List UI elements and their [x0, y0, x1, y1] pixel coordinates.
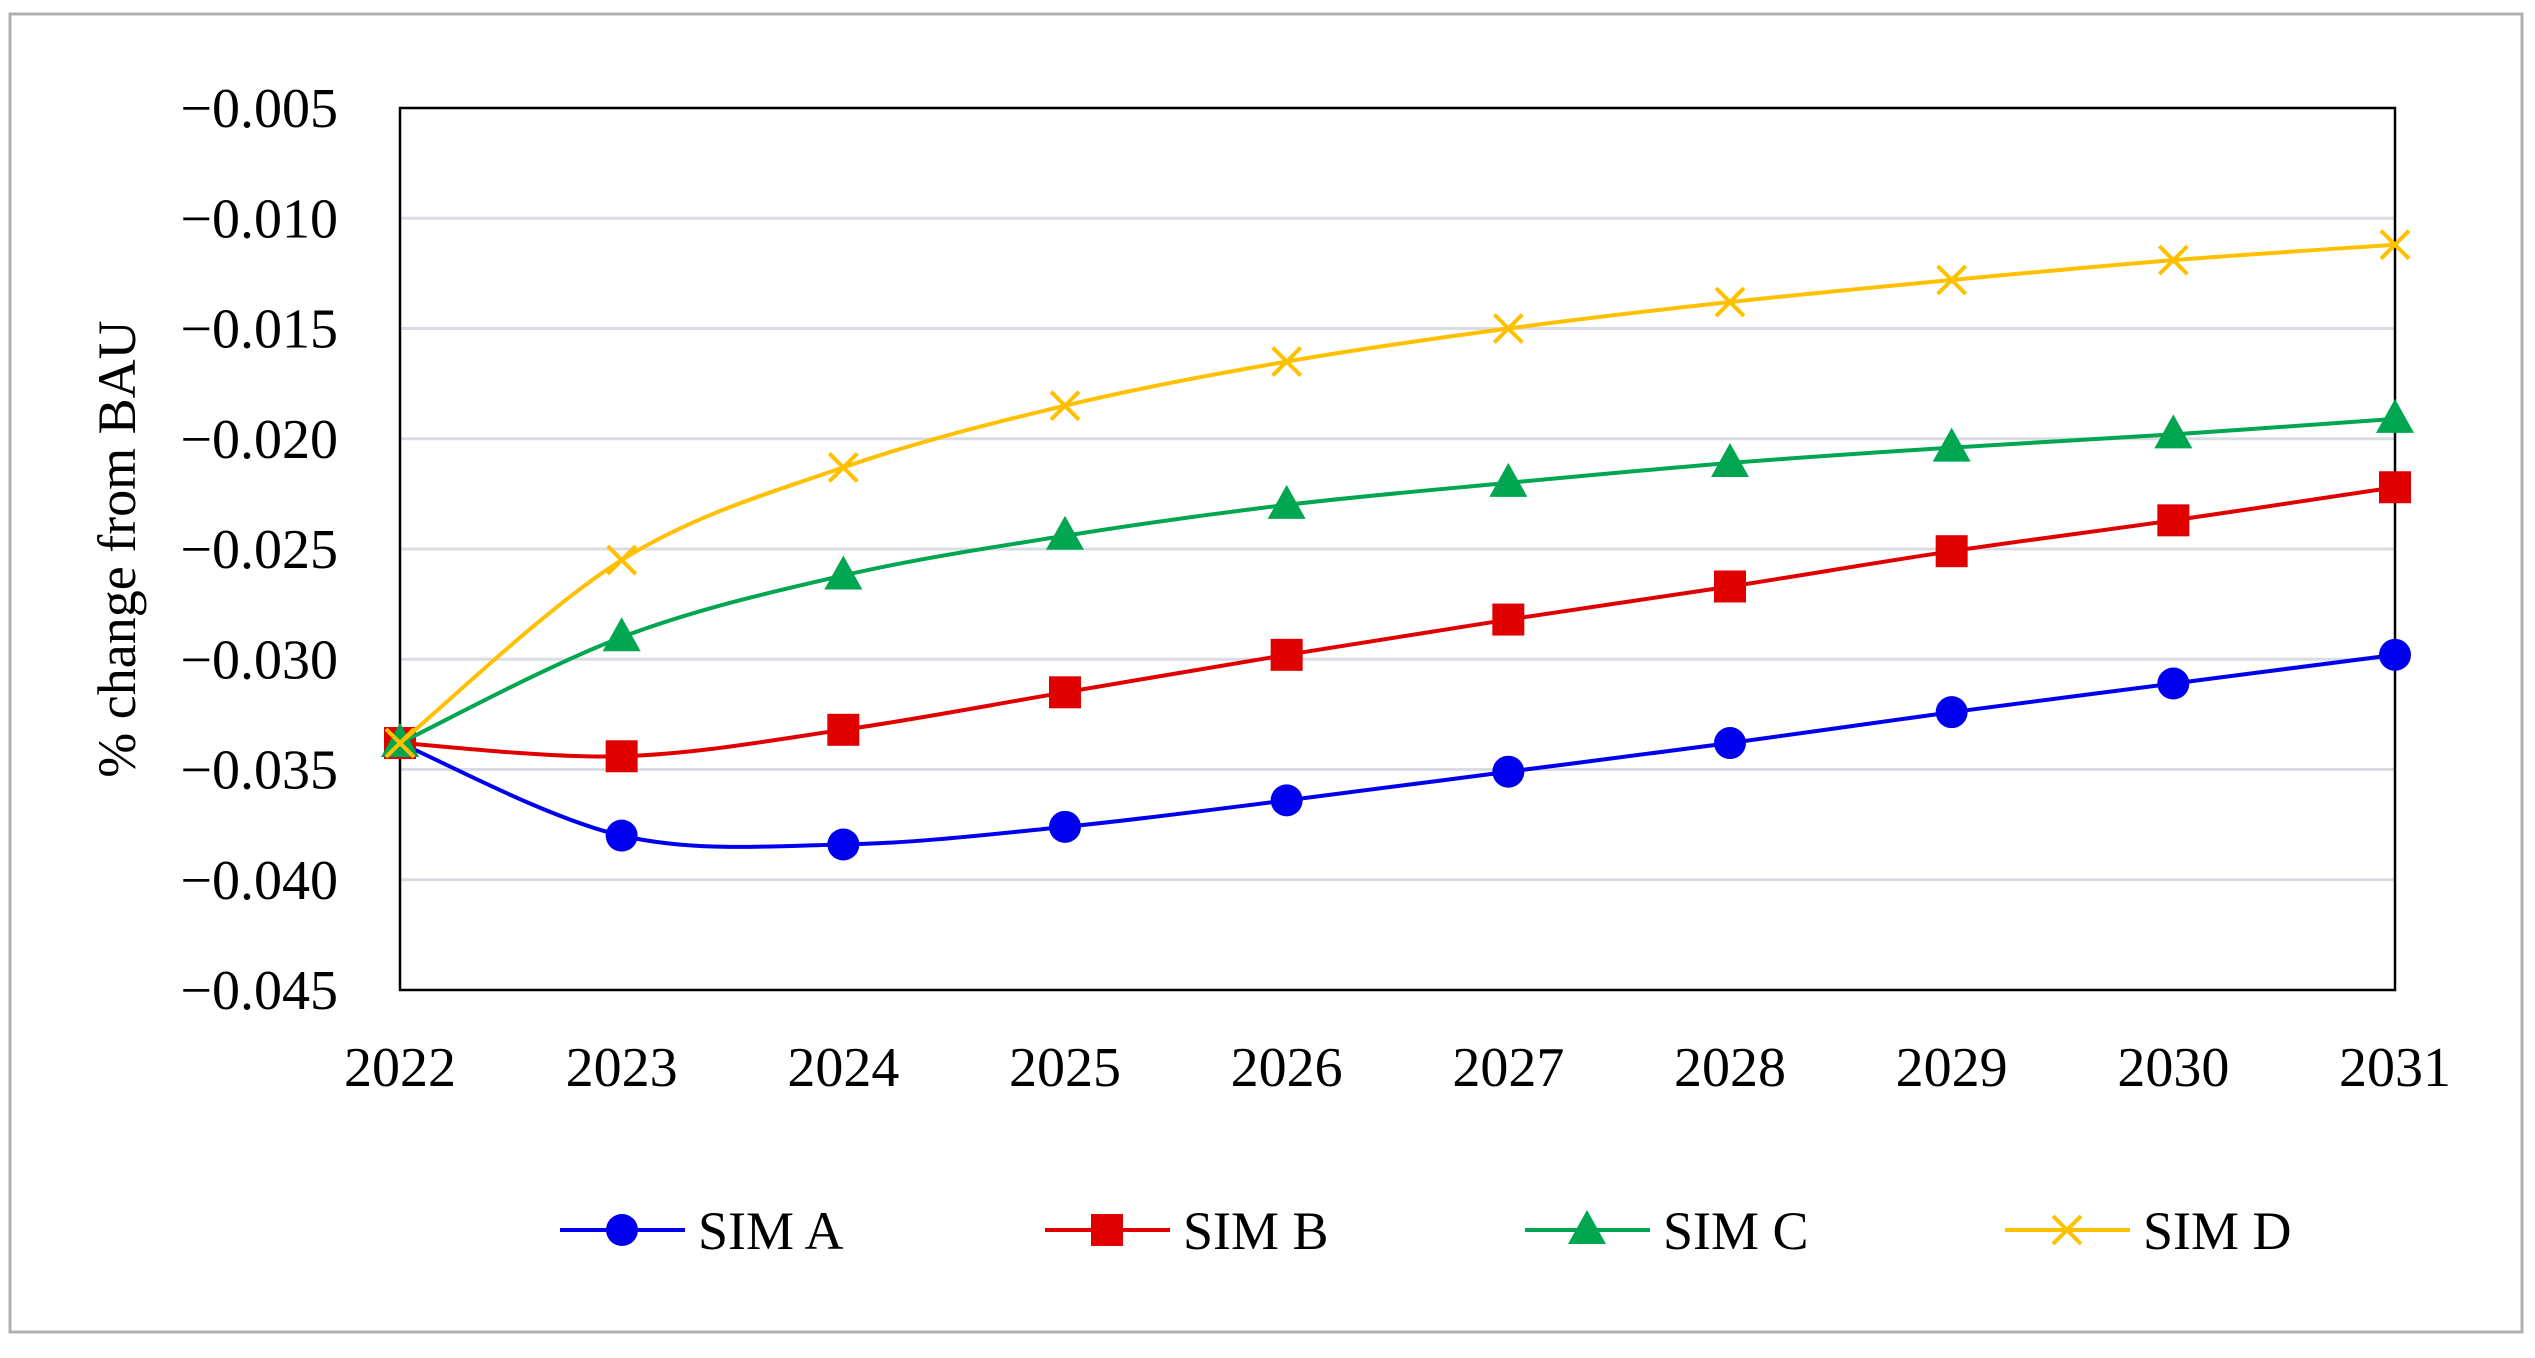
series-sim-c	[381, 398, 2414, 758]
data-point-sim-d	[827, 452, 859, 483]
legend-item-sim-c: SIM C	[1525, 1201, 1809, 1261]
series-line-sim-d	[398, 242, 2396, 745]
y-tick-label: −0.045	[180, 960, 338, 1022]
data-point-sim-a	[1049, 810, 1081, 843]
series-sim-a	[384, 638, 2411, 861]
legend-label: SIM B	[1183, 1201, 1329, 1261]
data-point-sim-d	[2379, 229, 2411, 261]
data-point-sim-b	[1714, 570, 1746, 603]
y-tick-label: −0.020	[180, 409, 338, 471]
data-point-sim-c	[1711, 443, 1749, 478]
data-point-sim-a	[1935, 696, 1968, 729]
y-axis-label: % change from BAU	[87, 320, 147, 777]
x-tick-label: 2023	[566, 1037, 678, 1099]
data-point-sim-a	[827, 828, 860, 861]
x-tick-label: 2024	[787, 1037, 899, 1099]
y-tick-label: −0.015	[180, 299, 338, 361]
x-tick-label: 2025	[1009, 1037, 1121, 1099]
data-point-sim-c	[602, 617, 641, 652]
data-point-sim-a	[1492, 755, 1525, 788]
legend-marker	[1568, 1210, 1606, 1244]
data-point-sim-d	[1492, 313, 1524, 344]
data-point-sim-c	[2376, 398, 2414, 433]
legend-label: SIM C	[1663, 1201, 1809, 1261]
y-tick-label: −0.030	[180, 629, 338, 691]
x-tick-label: 2031	[2339, 1037, 2451, 1099]
data-point-sim-d	[384, 727, 416, 759]
legend-label: SIM A	[698, 1201, 844, 1261]
data-point-sim-a	[605, 819, 638, 852]
data-point-sim-a	[1270, 784, 1303, 817]
data-point-sim-b	[2157, 504, 2190, 537]
data-point-sim-d	[1271, 346, 1303, 377]
data-point-sim-c	[381, 723, 419, 758]
legend-item-sim-a: SIM A	[560, 1201, 844, 1261]
data-point-sim-c	[824, 555, 863, 590]
data-point-sim-a	[1714, 727, 1746, 760]
y-tick-label: −0.010	[180, 188, 338, 250]
x-tick-label: 2028	[1674, 1037, 1786, 1099]
data-point-sim-d	[1936, 264, 1968, 296]
data-point-sim-d	[2157, 244, 2189, 276]
data-point-sim-c	[1046, 515, 1084, 550]
y-tick-label: −0.005	[180, 78, 338, 140]
x-tick-label: 2030	[2117, 1037, 2229, 1099]
legend-item-sim-b: SIM B	[1045, 1201, 1329, 1261]
plot-area	[398, 106, 2397, 992]
data-point-sim-d	[1714, 286, 1746, 318]
legend-marker	[606, 1214, 638, 1246]
data-point-sim-b	[1935, 535, 1968, 568]
data-point-sim-b	[1270, 638, 1303, 671]
data-point-sim-c	[1932, 427, 1971, 462]
data-point-sim-b	[1049, 676, 1081, 709]
y-tick-label: −0.035	[180, 740, 338, 802]
data-point-sim-c	[1489, 462, 1528, 497]
data-point-sim-b	[2379, 471, 2411, 504]
data-point-sim-a	[2157, 667, 2190, 700]
chart-frame	[8, 12, 2524, 1334]
series-line-sim-b	[399, 485, 2396, 759]
x-tick-label: 2022	[344, 1037, 456, 1099]
data-point-sim-c	[2154, 414, 2193, 449]
legend-marker	[2051, 1214, 2083, 1246]
series-sim-d	[384, 229, 2411, 759]
data-point-sim-b	[1492, 603, 1525, 636]
data-point-sim-b	[827, 713, 860, 746]
x-tick-label: 2027	[1452, 1037, 1564, 1099]
y-tick-label: −0.040	[180, 850, 338, 912]
legend-label: SIM D	[2143, 1201, 2292, 1261]
y-tick-label: −0.025	[180, 519, 338, 581]
series-line-sim-c	[399, 416, 2396, 745]
data-point-sim-d	[606, 544, 638, 576]
data-point-sim-b	[605, 740, 638, 773]
legend-marker	[1091, 1214, 1123, 1246]
x-tick-label: 2026	[1231, 1037, 1343, 1099]
data-point-sim-a	[2379, 638, 2411, 671]
legend: SIM A SIM B SIM C SIM D	[560, 1201, 2292, 1261]
data-point-sim-d	[1049, 390, 1081, 422]
series-line-sim-a	[399, 652, 2396, 849]
legend-item-sim-d: SIM D	[2005, 1201, 2292, 1261]
x-tick-label: 2029	[1896, 1037, 2008, 1099]
data-point-sim-c	[1267, 484, 1306, 519]
